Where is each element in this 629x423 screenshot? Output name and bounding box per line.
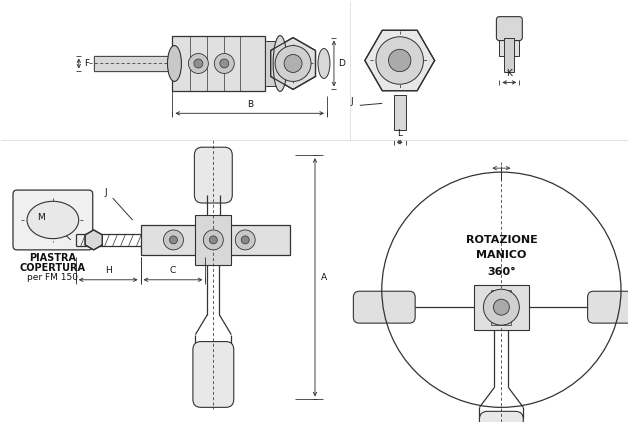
Text: A: A: [321, 273, 327, 282]
Circle shape: [376, 37, 423, 84]
Bar: [491, 290, 511, 324]
Circle shape: [242, 236, 249, 244]
Circle shape: [203, 230, 223, 250]
Text: L: L: [398, 129, 402, 138]
Bar: [474, 285, 529, 330]
Bar: [196, 215, 231, 265]
Bar: [265, 41, 277, 86]
Bar: [172, 36, 265, 91]
Circle shape: [194, 59, 203, 68]
Text: C: C: [170, 266, 176, 275]
Text: J: J: [350, 97, 353, 106]
Bar: [499, 38, 520, 55]
Ellipse shape: [167, 46, 181, 82]
Bar: [140, 225, 290, 255]
Circle shape: [275, 46, 311, 82]
Ellipse shape: [27, 201, 79, 239]
Text: K: K: [506, 69, 512, 78]
Circle shape: [389, 49, 411, 71]
FancyBboxPatch shape: [496, 16, 522, 41]
Text: J: J: [104, 187, 107, 197]
Text: B: B: [247, 100, 253, 109]
Circle shape: [235, 230, 255, 250]
FancyBboxPatch shape: [587, 291, 629, 323]
Text: H: H: [105, 266, 111, 275]
Bar: [504, 38, 515, 72]
Circle shape: [484, 289, 520, 325]
FancyBboxPatch shape: [479, 411, 523, 423]
Text: COPERTURA: COPERTURA: [20, 263, 86, 273]
Text: D: D: [338, 59, 345, 68]
FancyBboxPatch shape: [194, 147, 232, 203]
Text: F: F: [84, 59, 89, 68]
Text: per FM 150: per FM 150: [28, 273, 79, 282]
Circle shape: [493, 299, 509, 315]
Circle shape: [209, 236, 218, 244]
Circle shape: [220, 59, 229, 68]
Polygon shape: [365, 30, 435, 91]
Circle shape: [169, 236, 177, 244]
Circle shape: [164, 230, 184, 250]
Circle shape: [214, 54, 234, 74]
Circle shape: [189, 54, 208, 74]
Text: PIASTRA: PIASTRA: [30, 253, 76, 263]
Text: MANICO: MANICO: [476, 250, 526, 260]
Text: 360°: 360°: [487, 267, 516, 277]
FancyBboxPatch shape: [13, 190, 92, 250]
Bar: [394, 95, 406, 130]
Polygon shape: [270, 38, 316, 89]
FancyBboxPatch shape: [193, 341, 234, 407]
Text: M: M: [37, 214, 45, 222]
Text: ROTAZIONE: ROTAZIONE: [465, 235, 537, 245]
Circle shape: [284, 55, 302, 72]
Polygon shape: [85, 230, 103, 250]
Bar: [94, 55, 175, 71]
Ellipse shape: [273, 36, 287, 91]
Ellipse shape: [318, 49, 330, 78]
FancyBboxPatch shape: [353, 291, 415, 323]
